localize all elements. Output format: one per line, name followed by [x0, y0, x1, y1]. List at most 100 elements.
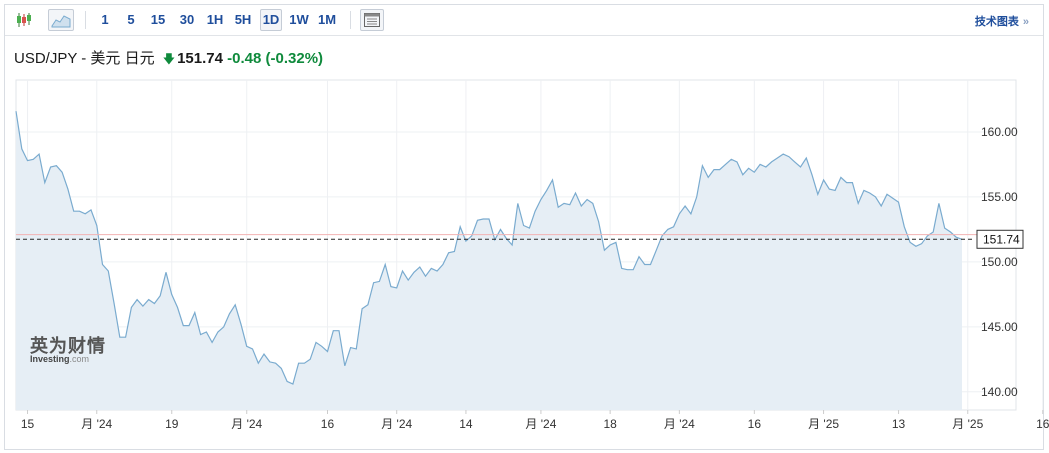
data-point [56, 165, 57, 166]
data-point [886, 194, 887, 195]
data-point [108, 270, 109, 271]
x-tick-label: 月 '24 [231, 417, 262, 431]
data-point [460, 226, 461, 227]
data-point [419, 267, 420, 268]
data-point [344, 365, 345, 366]
timeframe-5h[interactable]: 5H [234, 12, 252, 27]
data-point [223, 326, 224, 327]
price-line [15, 111, 963, 385]
data-point [252, 348, 253, 349]
data-point [27, 160, 28, 161]
last-price: 151.74 [177, 50, 223, 67]
data-point [350, 347, 351, 348]
timeframe-1[interactable]: 1 [101, 12, 109, 27]
data-point [454, 251, 455, 252]
data-point [165, 272, 166, 273]
data-point [246, 346, 247, 347]
x-tick-label: 月 '24 [664, 417, 695, 431]
candlestick-icon[interactable] [13, 9, 35, 31]
timeframe-15[interactable]: 15 [150, 12, 166, 27]
data-point [413, 272, 414, 273]
data-point [263, 354, 264, 355]
data-point [592, 203, 593, 204]
data-point [310, 359, 311, 360]
data-point [633, 269, 634, 270]
timeframe-1m[interactable]: 1M [317, 12, 337, 27]
data-point [615, 242, 616, 243]
data-point [777, 157, 778, 158]
data-point [575, 192, 576, 193]
data-point [240, 324, 241, 325]
data-point [79, 211, 80, 212]
data-point [656, 250, 657, 251]
data-point [621, 268, 622, 269]
data-point [581, 205, 582, 206]
data-point [650, 264, 651, 265]
data-point [96, 225, 97, 226]
data-point [800, 166, 801, 167]
data-point [863, 190, 864, 191]
timeframe-5[interactable]: 5 [127, 12, 135, 27]
timeframe-1w[interactable]: 1W [289, 12, 309, 27]
data-point [604, 250, 605, 251]
data-point [558, 207, 559, 208]
x-tick-label: 月 '25 [808, 417, 839, 431]
data-point [696, 196, 697, 197]
data-point [569, 204, 570, 205]
table-icon[interactable] [360, 9, 384, 31]
data-point [125, 337, 126, 338]
timeframe-1d[interactable]: 1D [260, 9, 282, 31]
data-point [915, 246, 916, 247]
y-tick-label: 150.00 [981, 255, 1018, 269]
x-tick-label: 15 [21, 417, 35, 431]
data-point [367, 304, 368, 305]
data-point [783, 154, 784, 155]
toolbar-separator [85, 11, 86, 29]
timeframe-30[interactable]: 30 [179, 12, 195, 27]
x-tick-label: 16 [1036, 417, 1049, 431]
data-point [771, 161, 772, 162]
data-point [373, 282, 374, 283]
data-point [944, 228, 945, 229]
timeframe-1h[interactable]: 1H [206, 12, 224, 27]
data-point [806, 157, 807, 158]
toolbar-separator [350, 11, 351, 29]
data-point [685, 205, 686, 206]
data-point [67, 189, 68, 190]
y-tick-label: 140.00 [981, 385, 1018, 399]
watermark-cn: 英为财情 [30, 336, 106, 356]
x-tick-label: 14 [459, 417, 473, 431]
data-point [794, 161, 795, 162]
x-tick-label: 月 '24 [81, 417, 112, 431]
data-point [327, 351, 328, 352]
data-point [788, 156, 789, 157]
data-point [835, 190, 836, 191]
data-point [817, 194, 818, 195]
data-point [281, 368, 282, 369]
data-point [298, 363, 299, 364]
data-point [881, 205, 882, 206]
y-tick-label: 160.00 [981, 125, 1018, 139]
data-point [869, 192, 870, 193]
chart-toolbar: 1 5 15 30 1H 5H 1D 1W 1M 技术图表» [5, 5, 1043, 36]
data-point [563, 203, 564, 204]
data-point [938, 203, 939, 204]
data-point [200, 334, 201, 335]
area-chart-icon[interactable] [48, 9, 74, 31]
data-point [523, 225, 524, 226]
data-point [385, 264, 386, 265]
pair-name: USD/JPY - 美元 日元 [14, 50, 155, 67]
technical-chart-link[interactable]: 技术图表» [974, 16, 1029, 28]
data-point [517, 203, 518, 204]
last-price-label: 151.74 [983, 232, 1020, 246]
data-point [748, 168, 749, 169]
data-point [511, 244, 512, 245]
data-point [321, 346, 322, 347]
chart-frame [4, 4, 1044, 450]
data-point [119, 337, 120, 338]
data-point [333, 330, 334, 331]
data-point [194, 312, 195, 313]
data-point [160, 295, 161, 296]
data-point [892, 198, 893, 199]
